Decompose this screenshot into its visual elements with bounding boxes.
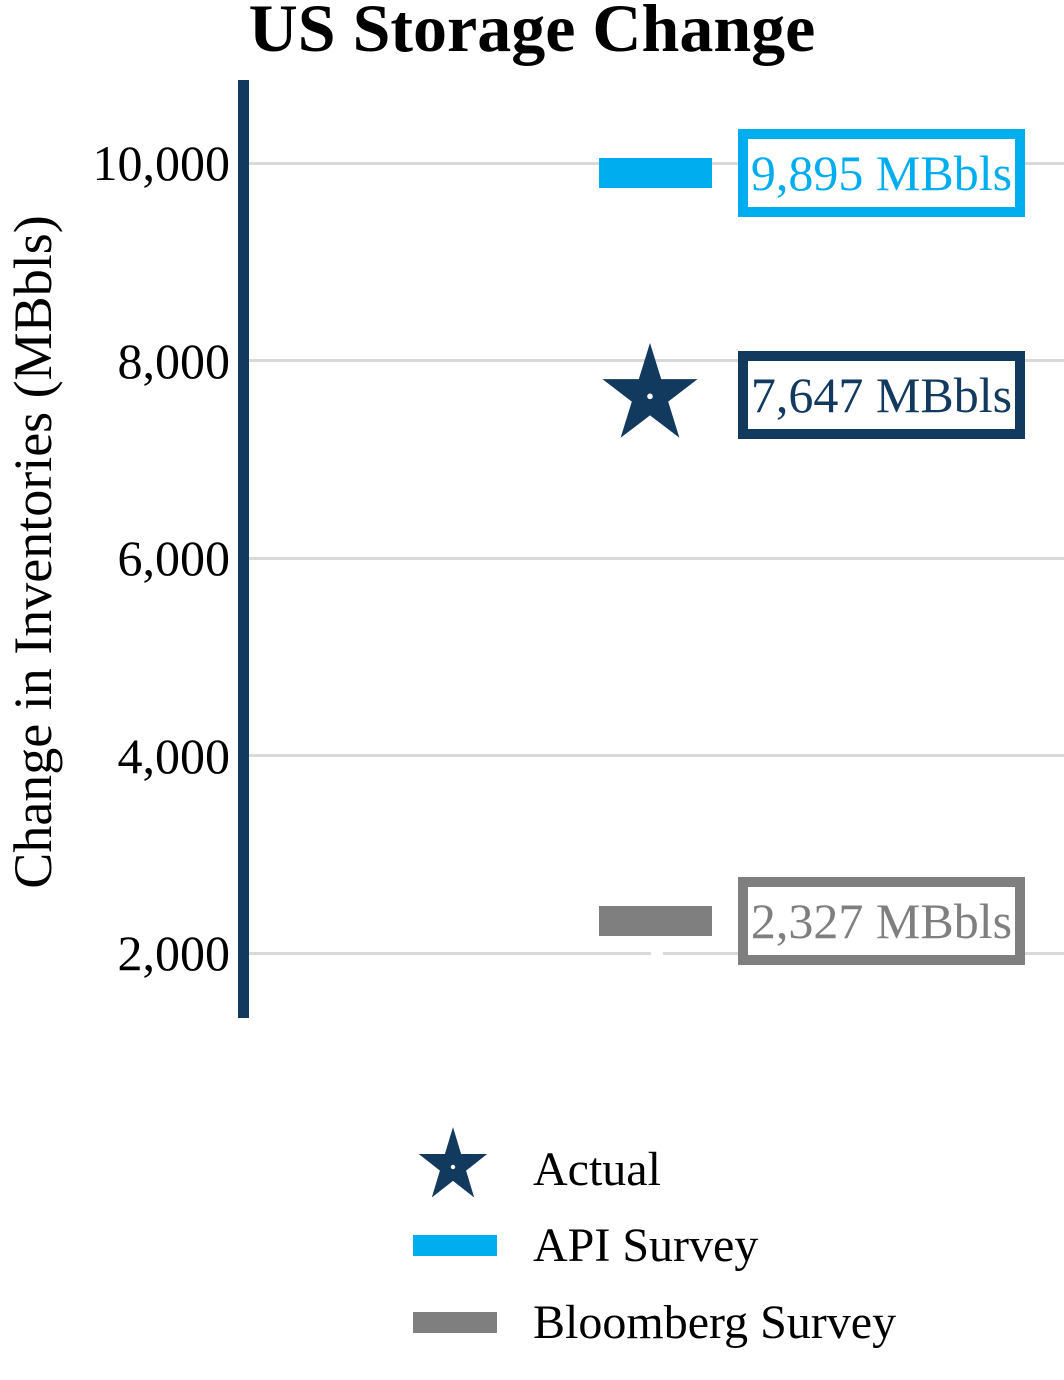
y-tick-label-2-000: 2,000 [117, 925, 231, 981]
y-tick-label-6-000: 6,000 [117, 530, 231, 586]
series-marker-bloomberg-survey [599, 905, 712, 936]
y-axis-line [238, 80, 249, 1018]
legend-label-bloomberg-survey: Bloomberg Survey [533, 1295, 897, 1349]
value-callout-bloomberg-survey: 2,327 MBbls [738, 876, 1025, 965]
series-marker-api-survey [599, 158, 712, 189]
legend-swatch-actual-center-dot [450, 1164, 456, 1170]
gridline-gap [651, 950, 663, 958]
value-callout-actual: 7,647 MBbls [738, 351, 1025, 440]
legend-swatch-api-survey [413, 1235, 497, 1256]
series-marker-actual-center-dot [647, 393, 653, 400]
chart-title: US Storage Change [248, 0, 816, 66]
gridline-4-000 [249, 754, 1064, 757]
value-callout-api-survey: 9,895 MBbls [738, 129, 1025, 218]
legend-label-actual: Actual [533, 1143, 661, 1196]
series-marker-actual [602, 342, 698, 438]
legend-swatch-actual [418, 1127, 488, 1198]
y-tick-label-10-000: 10,000 [92, 135, 231, 191]
y-tick-label-8-000: 8,000 [117, 332, 231, 389]
legend-swatch-bloomberg-survey [413, 1312, 497, 1333]
legend-label-api-survey: API Survey [533, 1218, 759, 1272]
gridline-6-000 [249, 556, 1064, 560]
y-tick-label-4-000: 4,000 [117, 727, 231, 784]
